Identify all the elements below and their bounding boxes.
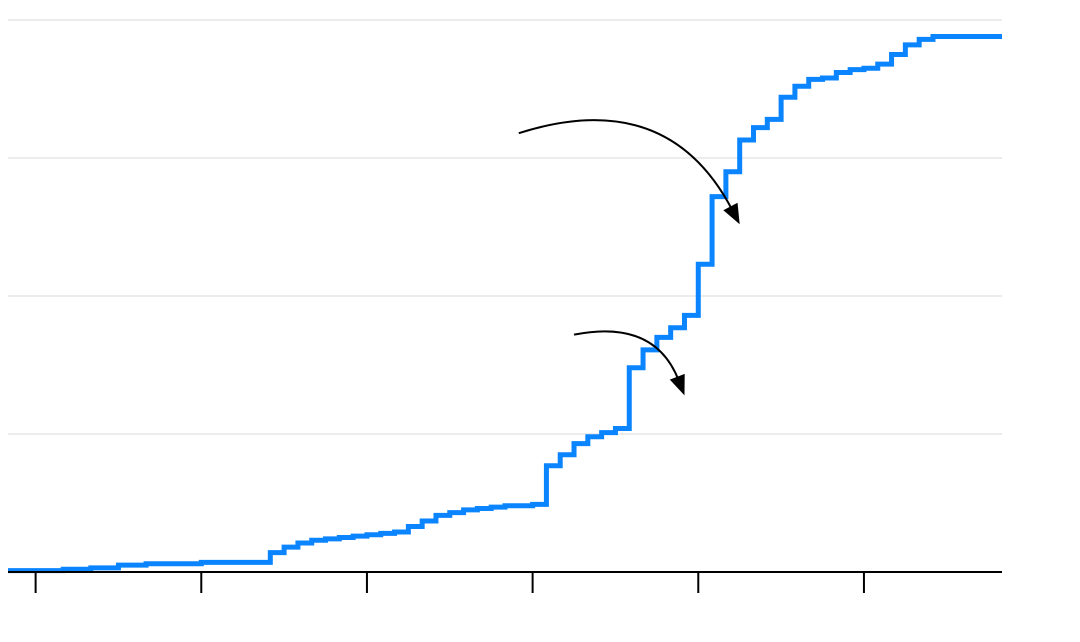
series-step-line	[8, 34, 1002, 574]
series-layer	[8, 34, 1002, 574]
annotation-arrow	[518, 119, 734, 211]
gridlines	[8, 19, 1002, 435]
annotation-arrow	[573, 330, 680, 381]
annotation-arrowhead	[669, 373, 685, 396]
x-axis	[8, 571, 1002, 593]
annotation-arrowhead	[723, 202, 740, 225]
annotations	[518, 119, 740, 396]
